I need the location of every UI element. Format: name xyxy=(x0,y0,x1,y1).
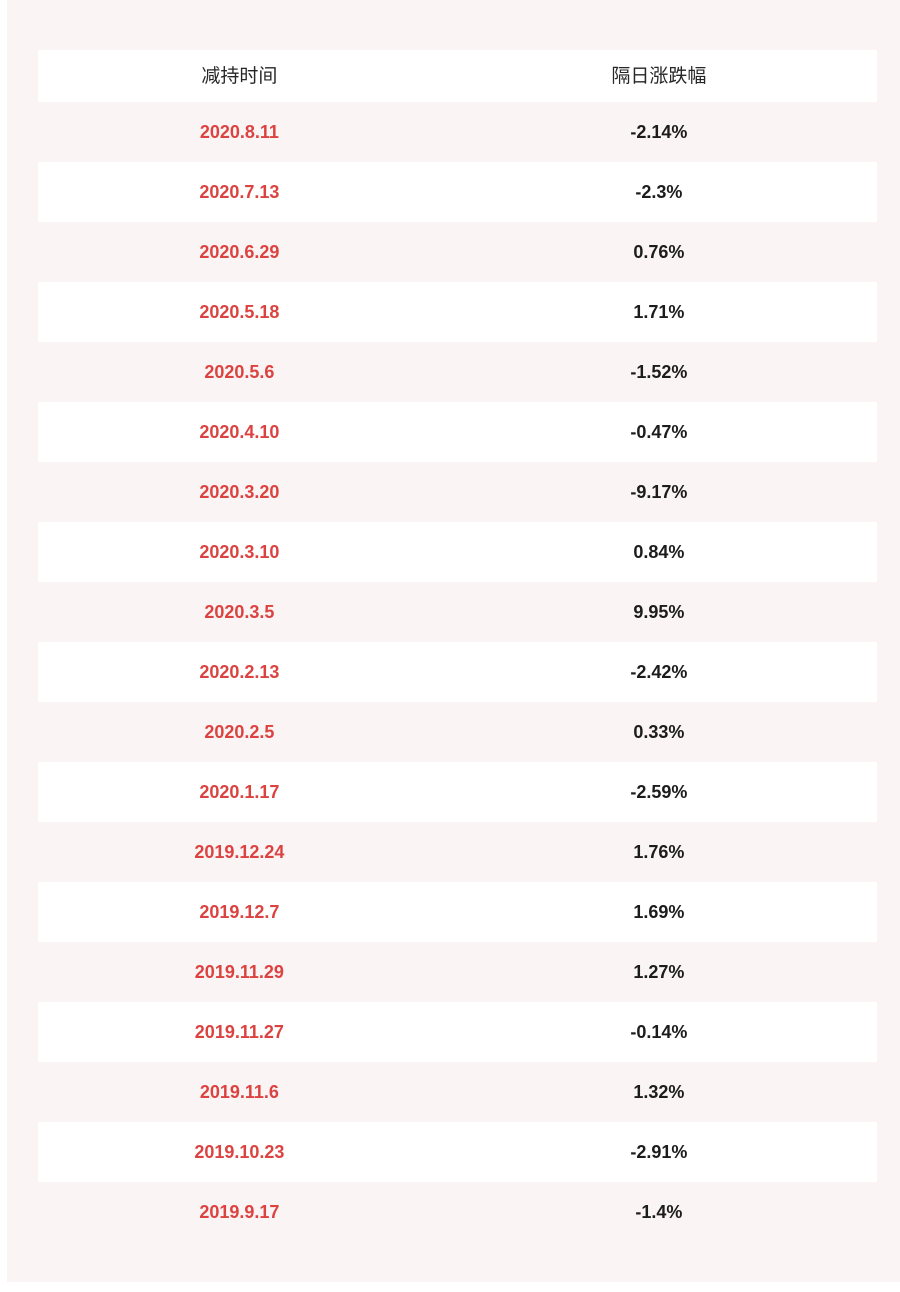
next-day-change-value: 0.84% xyxy=(633,542,685,562)
reduction-date: 2020.8.11 xyxy=(199,122,279,142)
next-day-change-value: 1.76% xyxy=(633,842,685,862)
next-day-change-value: 1.27% xyxy=(633,962,685,982)
reduction-date: 2019.10.23 xyxy=(194,1142,285,1162)
next-day-change-value: -9.17% xyxy=(630,482,688,502)
table-row: 2019.12.7 1.69% xyxy=(38,882,877,942)
reduction-date: 2020.2.5 xyxy=(204,722,275,742)
reduction-date: 2020.7.13 xyxy=(199,182,280,202)
reduction-date: 2020.3.10 xyxy=(199,542,280,562)
table-row: 2020.3.20 -9.17% xyxy=(38,462,877,522)
reduction-date: 2020.3.20 xyxy=(199,482,280,502)
next-day-change-value: -1.52% xyxy=(630,362,688,382)
next-day-change-value: -1.4% xyxy=(635,1202,683,1222)
table-row: 2020.7.13 -2.3% xyxy=(38,162,877,222)
next-day-change-value: -2.3% xyxy=(635,182,683,202)
table-row: 2020.3.10 0.84% xyxy=(38,522,877,582)
reduction-date: 2020.3.5 xyxy=(204,602,275,622)
table-row: 2019.12.24 1.76% xyxy=(38,822,877,882)
next-day-change-value: -2.59% xyxy=(630,782,688,802)
table-row: 2020.4.10 -0.47% xyxy=(38,402,877,462)
column-header-next-day-change: 隔日涨跌幅 xyxy=(611,65,707,87)
table-header-row: 减持时间 隔日涨跌幅 xyxy=(38,50,877,102)
page-edge-strip-bottom xyxy=(0,1282,900,1292)
table-row: 2019.11.27 -0.14% xyxy=(38,1002,877,1062)
next-day-change-value: 0.33% xyxy=(633,722,685,742)
reduction-date: 2020.6.29 xyxy=(199,242,280,262)
next-day-change-value: 1.71% xyxy=(633,302,685,322)
table-row: 2019.11.6 1.32% xyxy=(38,1062,877,1122)
reduction-date: 2020.1.17 xyxy=(199,782,280,802)
reduction-date: 2020.5.6 xyxy=(204,362,275,382)
reduction-date: 2019.11.29 xyxy=(194,962,284,982)
table-row: 2019.9.17 -1.4% xyxy=(38,1182,877,1242)
page-edge-strip-left xyxy=(0,0,7,1292)
next-day-change-value: -0.14% xyxy=(630,1022,688,1042)
table-row: 2020.1.17 -2.59% xyxy=(38,762,877,822)
table-row: 2020.8.11 -2.14% xyxy=(38,102,877,162)
table-row: 2020.3.5 9.95% xyxy=(38,582,877,642)
next-day-change-value: 9.95% xyxy=(633,602,685,622)
table-row: 2020.6.29 0.76% xyxy=(38,222,877,282)
table-row: 2020.2.13 -2.42% xyxy=(38,642,877,702)
next-day-change-value: -2.14% xyxy=(630,122,688,142)
reduction-date: 2020.5.18 xyxy=(199,302,280,322)
table-body: 2020.8.11 -2.14% 2020.7.13 -2.3% 2020.6.… xyxy=(38,102,877,1242)
table-row: 2020.5.6 -1.52% xyxy=(38,342,877,402)
next-day-change-value: 0.76% xyxy=(633,242,685,262)
reduction-date: 2019.12.24 xyxy=(194,842,285,862)
table-row: 2020.2.5 0.33% xyxy=(38,702,877,762)
table-row: 2019.11.29 1.27% xyxy=(38,942,877,1002)
next-day-change-value: -2.91% xyxy=(630,1142,688,1162)
column-header-reduction-time: 减持时间 xyxy=(201,65,278,87)
reduction-date: 2019.11.6 xyxy=(199,1082,279,1102)
reduction-date: 2020.2.13 xyxy=(199,662,280,682)
reduction-date: 2019.9.17 xyxy=(199,1202,280,1222)
reduction-history-table: 减持时间 隔日涨跌幅 2020.8.11 -2.14% 2020.7.13 -2… xyxy=(38,50,877,1242)
reduction-date: 2019.12.7 xyxy=(199,902,280,922)
next-day-change-value: -2.42% xyxy=(630,662,688,682)
next-day-change-value: 1.32% xyxy=(633,1082,685,1102)
reduction-date: 2019.11.27 xyxy=(194,1022,284,1042)
table-row: 2020.5.18 1.71% xyxy=(38,282,877,342)
reduction-date: 2020.4.10 xyxy=(199,422,280,442)
next-day-change-value: -0.47% xyxy=(630,422,688,442)
next-day-change-value: 1.69% xyxy=(633,902,685,922)
table-row: 2019.10.23 -2.91% xyxy=(38,1122,877,1182)
